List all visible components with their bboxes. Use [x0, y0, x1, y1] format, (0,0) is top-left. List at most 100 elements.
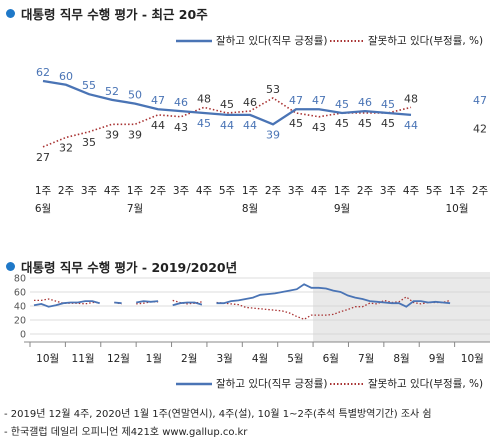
x-tick-label-week: 4주 [311, 185, 328, 197]
approve-data-label: 45 [335, 98, 349, 111]
approve-data-label: 52 [105, 85, 119, 98]
y-tick-label: 20 [14, 316, 26, 327]
legend-disapprove-label: 잘못하고 있다(부정률, %) [368, 35, 484, 47]
disapprove-data-label: 32 [59, 141, 73, 154]
x-tick-label-month: 2월 [181, 353, 197, 365]
bullet-dot-icon [6, 262, 15, 271]
x-tick-label-week: 3주 [81, 185, 98, 197]
disapprove-data-label: 42 [473, 123, 487, 136]
approve-series-line [42, 79, 412, 126]
approve-data-label: 45 [197, 117, 211, 130]
x-tick-label-week: 2주 [150, 185, 167, 197]
approve-series-line [136, 300, 159, 304]
disapprove-data-label: 27 [36, 151, 50, 164]
approve-series-line [172, 301, 203, 307]
disapprove-data-label: 44 [151, 119, 165, 132]
approve-series-line [216, 283, 451, 308]
x-tick-label-week: 2주 [472, 185, 489, 197]
disapprove-data-label: 53 [266, 83, 280, 96]
x-tick-label-month: 5월 [287, 353, 303, 365]
x-tick-label-week: 1주 [242, 185, 259, 197]
x-tick-label-week: 1주 [334, 185, 351, 197]
x-tick-label-week: 2주 [357, 185, 374, 197]
shaded-period-region [313, 272, 490, 342]
legend-approve-label: 잘하고 있다(직무 긍정률) [216, 35, 328, 47]
x-tick-label-week: 4주 [104, 185, 121, 197]
chart1-legend-approve: 잘하고 있다(직무 긍정률) [176, 33, 327, 48]
approve-series-line [33, 300, 100, 308]
x-tick-label-week: 3주 [288, 185, 305, 197]
x-tick-label-week: 4주 [196, 185, 213, 197]
approve-data-label: 50 [128, 89, 142, 102]
x-tick-label-month: 4월 [252, 353, 268, 365]
disapprove-data-label: 48 [197, 92, 211, 105]
disapprove-data-label: 46 [243, 96, 257, 109]
x-tick-label-month: 10월 [461, 353, 484, 365]
footnote-source: - 한국갤럽 데일리 오피니언 제421호 www.gallup.co.kr [4, 427, 248, 438]
x-tick-label-month: 1월 [146, 353, 162, 365]
approve-data-label: 47 [289, 94, 303, 107]
x-tick-label-month: 8월 [393, 353, 409, 365]
legend-dotted-line-icon [330, 382, 364, 385]
disapprove-data-label: 39 [128, 128, 142, 141]
bullet-dot-icon [6, 9, 15, 18]
disapprove-series-line [216, 296, 451, 321]
disapprove-data-label: 45 [358, 117, 372, 130]
approve-data-label: 60 [59, 70, 73, 83]
x-tick-label-month: 8월 [242, 203, 258, 215]
disapprove-data-label: 48 [404, 92, 418, 105]
approve-data-label: 47 [312, 94, 326, 107]
disapprove-data-label: 43 [312, 121, 326, 134]
chart1-title: 대통령 직무 수행 평가 - 최근 20주 [6, 4, 208, 23]
x-tick-label-month: 6월 [35, 203, 51, 215]
x-tick-label-week: 1주 [127, 185, 144, 197]
approve-data-label: 46 [358, 96, 372, 109]
x-tick-label-month: 10월 [445, 203, 468, 215]
chart1-title-text: 대통령 직무 수행 평가 - 최근 20주 [21, 7, 208, 22]
chart1-legend-disapprove: 잘못하고 있다(부정률, %) [330, 33, 483, 48]
y-tick-label: 0 [20, 330, 26, 341]
approve-data-label: 39 [266, 128, 280, 141]
x-tick-label-week: 2주 [58, 185, 75, 197]
approve-data-label: 46 [174, 96, 188, 109]
x-tick-label-month: 10월 [36, 353, 59, 365]
chart2-title-text: 대통령 직무 수행 평가 - 2019/2020년 [21, 260, 238, 275]
x-tick-label-month: 9월 [334, 203, 350, 215]
x-tick-label-week: 4주 [403, 185, 420, 197]
chart2-title: 대통령 직무 수행 평가 - 2019/2020년 [6, 257, 237, 276]
x-tick-label-month: 11월 [72, 353, 95, 365]
disapprove-data-label: 45 [220, 98, 234, 111]
x-tick-label-month: 7월 [127, 203, 143, 215]
disapprove-data-label: 45 [381, 117, 395, 130]
y-tick-label: 60 [14, 288, 26, 299]
x-tick-label-month: 3월 [216, 353, 232, 365]
approve-data-label: 47 [473, 94, 487, 107]
legend-disapprove-label: 잘못하고 있다(부정률, %) [368, 378, 484, 390]
approve-data-label: 62 [36, 66, 50, 79]
legend-approve-label: 잘하고 있다(직무 긍정률) [216, 378, 328, 390]
x-tick-label-month: 6월 [323, 353, 339, 365]
footnote-survey-breaks: - 2019년 12월 4주, 2020년 1월 1주(연말연시), 4주(설)… [4, 409, 432, 420]
approve-series-line [114, 301, 122, 305]
disapprove-data-label: 45 [335, 117, 349, 130]
x-tick-label-week: 3주 [173, 185, 190, 197]
x-tick-label-week: 1주 [35, 185, 52, 197]
disapprove-data-label: 45 [289, 117, 303, 130]
x-tick-label-week: 5주 [219, 185, 236, 197]
chart1-plot: 62 60 55 52 50 47 46 45 44 44 39 47 47 45 46 45 44 47 27 32… [35, 66, 489, 215]
approve-data-label: 44 [220, 119, 234, 132]
x-tick-label-week: 2주 [265, 185, 282, 197]
disapprove-series-line [34, 298, 100, 305]
x-tick-label-month: 9월 [429, 353, 445, 365]
approve-data-label: 47 [151, 94, 165, 107]
disapprove-data-label: 39 [105, 128, 119, 141]
chart2-legend-approve: 잘하고 있다(직무 긍정률) [176, 376, 327, 391]
x-tick-label-week: 5주 [426, 185, 443, 197]
x-tick-label-week: 1주 [449, 185, 466, 197]
legend-dotted-line-icon [330, 39, 364, 42]
disapprove-data-label: 43 [174, 121, 188, 134]
approve-data-label: 44 [243, 119, 257, 132]
x-tick-label-month: 7월 [358, 353, 374, 365]
y-tick-label: 80 [14, 274, 26, 285]
chart2-legend-disapprove: 잘못하고 있다(부정률, %) [330, 376, 483, 391]
